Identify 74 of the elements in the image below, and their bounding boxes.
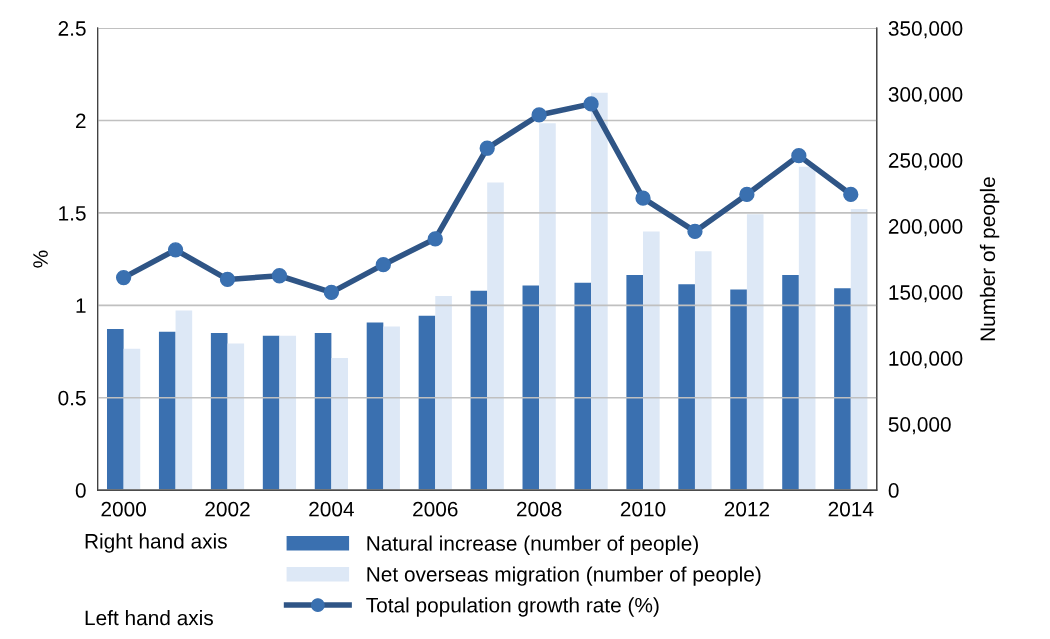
point [531,107,547,123]
point [635,190,651,206]
bar [574,282,592,491]
bar [850,208,868,491]
point [843,186,859,203]
bar [107,329,124,491]
bar [522,285,540,491]
x-tick-label: 2006 [413,501,458,517]
point [427,231,443,247]
bar [470,290,488,491]
point [791,147,807,164]
bar [643,231,660,491]
y-tick-label: 0 [75,483,86,498]
y2-tick-label: 150,000 [889,285,963,303]
point [583,96,599,112]
point [479,140,495,156]
y-tick-label: 1 [76,298,86,313]
y2-tick-label: 0 [888,483,899,498]
text: Left hand axis [85,609,213,626]
y-axis-title: % [33,250,48,268]
y-tick-label: 2 [76,113,86,129]
legend-label: Total population growth rate (%) [366,597,659,617]
y2-tick-label: 350,000 [888,21,963,39]
point [739,186,755,203]
point [323,284,340,301]
bar [834,288,851,491]
bar [314,333,332,491]
y2-tick-label: 250,000 [888,153,963,171]
point [115,269,132,286]
bar [262,335,280,491]
bar [626,274,644,491]
bar [210,333,228,491]
y-tick-label: 2.5 [58,21,86,36]
bar [366,322,384,491]
x-tick-label: 2002 [205,501,250,517]
bar [331,358,348,491]
bar [435,296,452,491]
bar [591,92,608,491]
bar [158,331,176,491]
x-tick-label: 2010 [620,501,666,517]
legend-label: Natural increase (number of people) [367,535,698,555]
bar [487,182,504,491]
y2-tick-label: 300,000 [888,87,963,105]
x-tick-label: 2008 [517,501,562,517]
legend-label: Net overseas migration (number of people) [367,566,761,586]
bar [123,348,141,491]
bar [678,284,695,491]
bar [279,335,297,491]
point [167,242,184,258]
point [375,257,391,273]
x-tick-label: 2004 [309,501,354,517]
y-tick-label: 0.5 [58,390,86,406]
bar [730,289,747,491]
bar [746,214,764,491]
y2-tick-label: 100,000 [889,351,963,369]
x-tick-label: 2000 [101,501,146,517]
y2-tick-label: 200,000 [888,219,963,237]
point [219,271,236,288]
text: Right hand axis [85,533,227,553]
y2-tick-label: 50,000 [888,417,951,435]
bar [383,326,400,491]
y2-axis-title: Number of people [979,177,1000,341]
bar [227,343,245,491]
x-tick-label: 2014 [828,501,874,517]
bar [782,274,799,491]
bar [175,310,193,491]
x-tick-label: 2012 [724,501,770,517]
bar [694,251,712,491]
bar [418,315,436,491]
bar [798,166,816,491]
bar [539,123,556,491]
point [271,268,288,284]
point [687,223,703,240]
y-tick-label: 1.5 [59,206,86,221]
